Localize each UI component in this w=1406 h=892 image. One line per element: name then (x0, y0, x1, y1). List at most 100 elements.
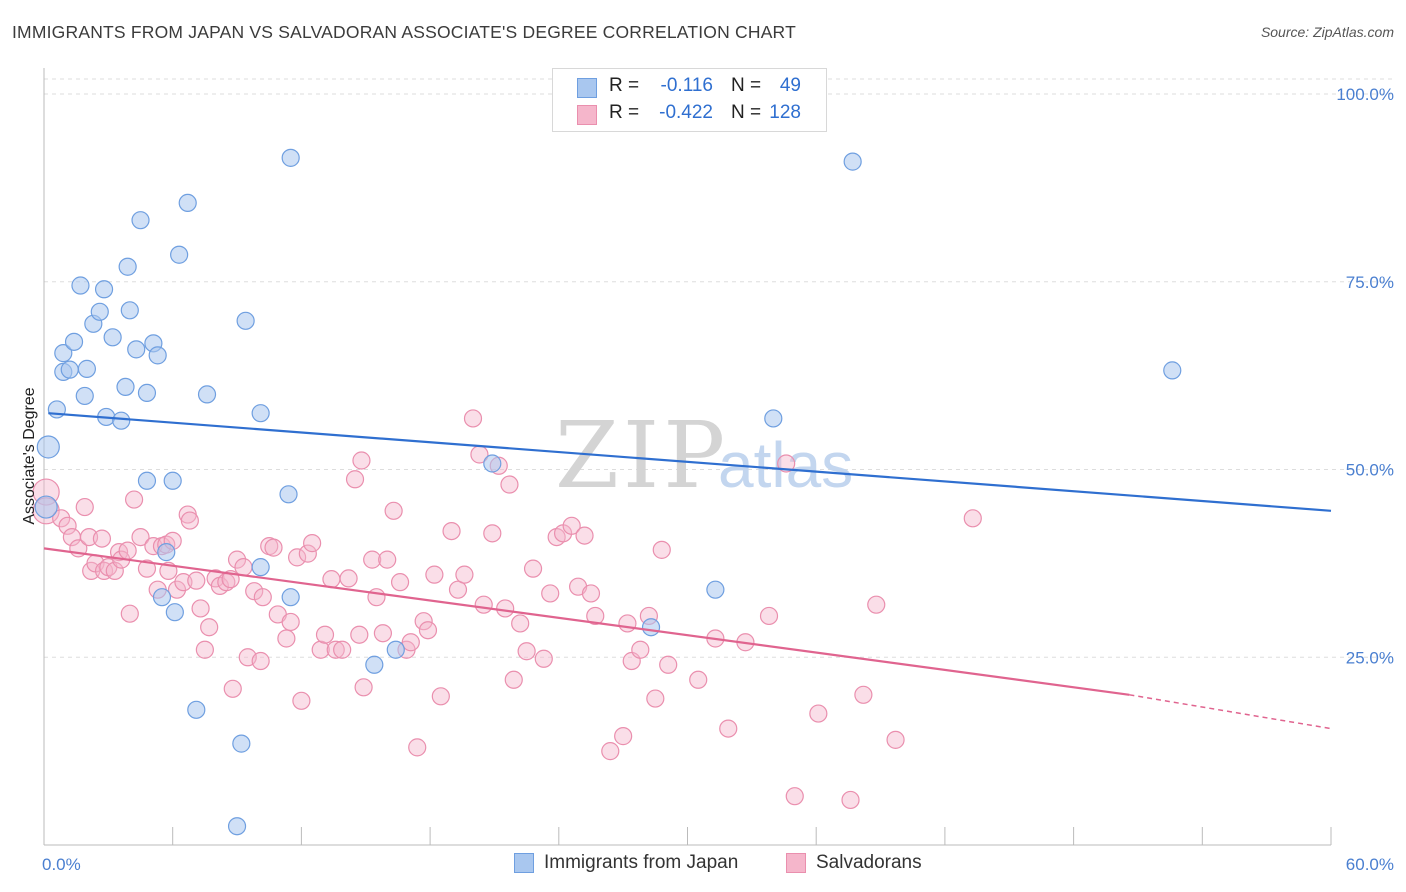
salvadorans-point (719, 719, 738, 738)
salvadorans-point (601, 742, 620, 761)
salvadorans-point (75, 497, 94, 517)
salvadorans-point (483, 524, 502, 543)
salvadorans-point (496, 599, 515, 618)
salvadorans-point (234, 558, 253, 577)
japan-point (165, 603, 184, 622)
salvadorans-point (854, 685, 873, 704)
salvadorans-point (418, 621, 438, 640)
japan-point (1163, 361, 1182, 380)
salvadorans-point (187, 571, 206, 590)
salvadorans-point (281, 612, 300, 632)
salvadorans-point (777, 454, 796, 473)
salvadorans-point (251, 651, 270, 671)
salvadorans-point (363, 550, 382, 569)
source-note: Source: ZipAtlas.com (1260, 24, 1394, 40)
salvadorans-point (288, 548, 307, 567)
japan-point (118, 257, 137, 276)
salvadorans-point (414, 612, 433, 631)
salvadorans-point (367, 588, 386, 607)
salvadorans-point (384, 501, 403, 520)
salvadorans-point (200, 618, 219, 637)
salvadorans-point (277, 629, 296, 648)
salvadorans-point (581, 584, 601, 603)
salvadorans-point (223, 679, 242, 698)
japan-point (94, 280, 114, 299)
legend-row-japan: R = -0.116 N = 49 (553, 75, 826, 101)
watermark-zip: ZIP (555, 402, 729, 509)
legend-label-salvadorans: Salvadorans (816, 852, 922, 873)
legend-n-value: 128 (769, 102, 801, 123)
salvadorans-point (442, 521, 461, 541)
y-tick-label: 100.0% (1336, 85, 1394, 104)
salvadorans-point (614, 727, 633, 746)
legend-r-value: -0.116 (660, 75, 713, 96)
x-tick-label: 0.0% (42, 855, 81, 874)
legend-n-label: N = (731, 75, 762, 96)
japan-point (137, 471, 157, 490)
japan-points (34, 148, 1182, 836)
japan-point (232, 734, 251, 753)
salvadorans-point (886, 730, 905, 749)
salvadorans-point (131, 527, 150, 547)
salvadorans-point (167, 580, 187, 599)
salvadorans-point (378, 550, 397, 569)
salvadorans-point (541, 584, 560, 603)
legend-item-japan[interactable]: Immigrants from Japan (514, 852, 738, 874)
japan-point (34, 495, 58, 519)
salvadorans-point (652, 540, 671, 559)
salvadorans-point (511, 614, 530, 633)
legend-n-value: 49 (779, 75, 801, 96)
series-legend: Immigrants from Japan Salvadorans (0, 852, 1406, 876)
japan-point (157, 543, 176, 562)
japan-point (236, 311, 255, 330)
salvadorans-point (500, 475, 519, 494)
salvadorans-point (315, 625, 335, 644)
salvadorans-point (431, 687, 450, 706)
japan-point (764, 409, 783, 428)
salvadorans-point (618, 614, 637, 633)
salvadorans-point (523, 559, 543, 578)
salvadorans-point (195, 640, 214, 659)
japan-trend-line (48, 412, 1332, 512)
japan-point (365, 655, 384, 674)
salvadorans-point (339, 569, 358, 588)
y-tick-label: 25.0% (1346, 648, 1394, 667)
salvadorans-trend-line (43, 547, 1130, 696)
japan-point (281, 148, 300, 167)
japan-point (90, 302, 109, 321)
salvadorans-point (425, 565, 444, 584)
salvadorans-point (659, 655, 678, 674)
japan-point (120, 301, 139, 320)
salvadorans-point (292, 691, 311, 710)
salvadorans-point (759, 606, 779, 626)
japan-point (116, 377, 135, 397)
salvadorans-point (326, 640, 345, 659)
salvadorans-point (352, 451, 371, 470)
salvadorans-point (58, 516, 77, 535)
salvadorans-point (124, 490, 144, 509)
japan-point (60, 360, 79, 379)
salvadorans-point (311, 640, 330, 659)
salvadorans-point (92, 529, 112, 548)
japan-point (197, 385, 217, 404)
japan-point (112, 411, 131, 430)
chart-title: IMMIGRANTS FROM JAPAN VS SALVADORAN ASSO… (12, 22, 796, 42)
legend-r-value: -0.422 (659, 102, 713, 123)
japan-point (71, 276, 90, 295)
japan-point (187, 700, 206, 719)
legend-label-japan: Immigrants from Japan (544, 852, 739, 873)
salvadorans-point (137, 559, 157, 578)
japan-point (178, 193, 197, 213)
salvadorans-point (253, 588, 272, 607)
legend-n-label: N = (731, 102, 762, 123)
y-tick-label: 75.0% (1346, 273, 1394, 292)
salvadorans-point (303, 534, 322, 553)
salvadorans-point (354, 678, 373, 697)
japan-point (77, 359, 97, 378)
legend-item-salvadorans[interactable]: Salvadorans (786, 852, 922, 874)
salvadorans-point (575, 526, 594, 545)
stats-legend: R = -0.116 N = 49 R = -0.422 N = 128 (552, 68, 827, 132)
legend-r-label: R = (609, 75, 640, 96)
salvadorans-point (120, 604, 139, 623)
salvadorans-point (401, 633, 420, 652)
